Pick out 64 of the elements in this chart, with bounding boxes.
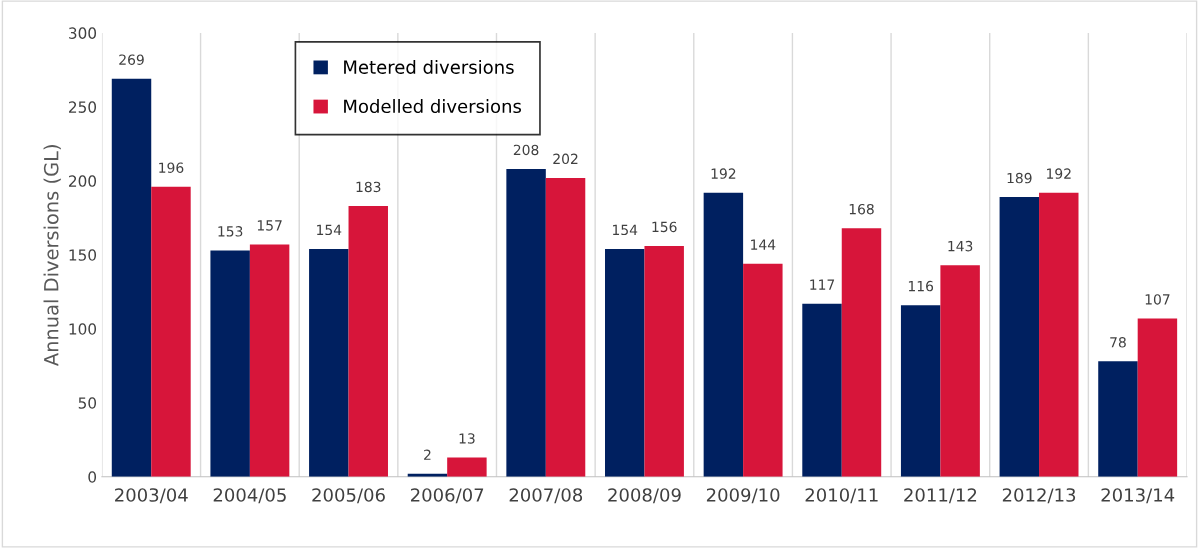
data-label: 208 bbox=[513, 144, 539, 156]
y-tick-label: 200 bbox=[69, 175, 97, 187]
bar bbox=[999, 197, 1040, 477]
bar bbox=[900, 305, 941, 477]
data-label: 202 bbox=[553, 153, 578, 165]
data-label: 168 bbox=[849, 203, 874, 215]
data-label: 154 bbox=[317, 224, 342, 236]
y-axis-title: Annual Diversions (GL) bbox=[43, 145, 61, 367]
data-label: 154 bbox=[613, 224, 638, 236]
data-label: 183 bbox=[356, 181, 381, 193]
data-label: 117 bbox=[810, 279, 835, 290]
x-tick-label: 2010/11 bbox=[805, 488, 878, 504]
data-label: 116 bbox=[908, 280, 934, 292]
legend-label: Metered diversions bbox=[344, 59, 514, 74]
bar bbox=[309, 248, 349, 477]
y-tick-label: 250 bbox=[69, 101, 97, 113]
data-label: 189 bbox=[1007, 172, 1032, 184]
bar bbox=[1137, 318, 1178, 477]
y-tick-label: 100 bbox=[69, 323, 97, 335]
x-tick-label: 2013/14 bbox=[1101, 488, 1175, 504]
data-label: 192 bbox=[711, 168, 736, 179]
bar bbox=[506, 169, 546, 477]
data-label: 196 bbox=[159, 162, 184, 173]
legend-label: Modelled diversions bbox=[344, 99, 522, 114]
bar bbox=[802, 303, 842, 477]
data-label: 78 bbox=[1110, 337, 1126, 348]
y-tick-label: 0 bbox=[88, 471, 97, 483]
data-label: 153 bbox=[218, 226, 243, 237]
bar bbox=[545, 177, 586, 477]
x-tick-label: 2011/12 bbox=[904, 488, 977, 504]
data-label: 13 bbox=[459, 433, 475, 444]
x-tick-label: 2008/09 bbox=[608, 488, 681, 504]
y-tick-label: 150 bbox=[69, 249, 97, 261]
x-tick-label: 2009/10 bbox=[706, 488, 780, 504]
data-label: 156 bbox=[652, 221, 677, 233]
bar bbox=[447, 457, 487, 477]
x-tick-label: 2003/04 bbox=[115, 488, 188, 504]
data-label: 2 bbox=[424, 449, 431, 460]
x-tick-label: 2007/08 bbox=[509, 488, 583, 504]
bar bbox=[940, 265, 980, 477]
x-tick-label: 2005/06 bbox=[312, 488, 385, 504]
data-label: 192 bbox=[1047, 168, 1071, 179]
bar bbox=[151, 186, 191, 477]
data-label: 107 bbox=[1145, 294, 1170, 305]
data-label: 144 bbox=[751, 239, 776, 250]
bar bbox=[841, 228, 882, 477]
data-label: 157 bbox=[257, 220, 282, 231]
data-label: 143 bbox=[948, 240, 973, 252]
x-tick-label: 2012/13 bbox=[1002, 488, 1076, 504]
bar bbox=[644, 245, 684, 477]
bar bbox=[1098, 361, 1138, 477]
data-label: 269 bbox=[119, 54, 144, 65]
bar bbox=[743, 263, 783, 477]
x-tick-label: 2004/05 bbox=[213, 488, 286, 504]
y-tick-label: 50 bbox=[78, 397, 97, 409]
x-tick-label: 2006/07 bbox=[410, 488, 484, 504]
bar bbox=[348, 205, 388, 477]
y-tick-label: 300 bbox=[69, 27, 97, 39]
bar bbox=[210, 250, 250, 477]
bar bbox=[249, 244, 290, 477]
bar bbox=[111, 78, 152, 477]
bar bbox=[1039, 192, 1079, 477]
bar bbox=[605, 248, 645, 477]
bar bbox=[703, 192, 744, 477]
